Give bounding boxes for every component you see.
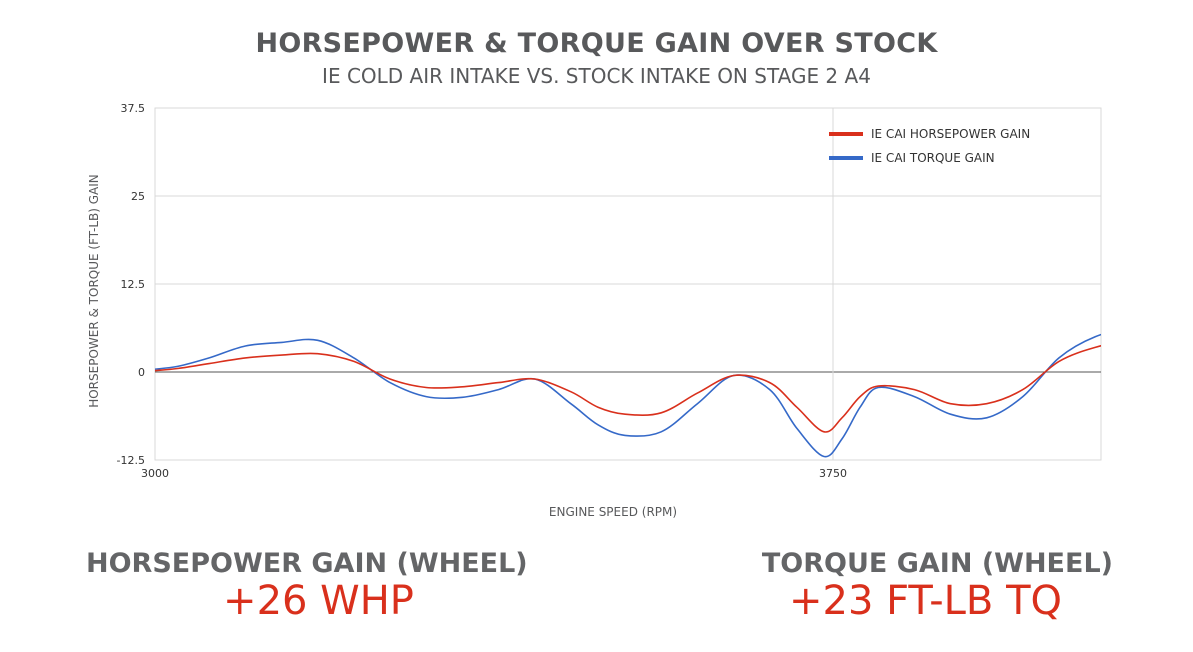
legend: IE CAI HORSEPOWER GAIN IE CAI TORQUE GAIN: [829, 127, 1030, 165]
hp-gain-value: +26 WHP: [223, 578, 414, 624]
tq-gain-line: [155, 333, 1101, 458]
y-axis-label: HORSEPOWER & TORQUE (FT-LB) GAIN: [87, 174, 101, 408]
tq-gain-value: +23 FT-LB TQ: [789, 578, 1062, 624]
y-tick-label: 37.5: [121, 102, 146, 115]
hp-gain-line: [155, 344, 1101, 433]
hp-gain-label: HORSEPOWER GAIN (WHEEL): [86, 548, 528, 579]
y-tick-label: 12.5: [121, 278, 146, 291]
y-tick-label: -12.5: [117, 454, 145, 467]
chart-subtitle: IE COLD AIR INTAKE VS. STOCK INTAKE ON S…: [322, 64, 871, 88]
chart-title: HORSEPOWER & TORQUE GAIN OVER STOCK: [255, 28, 938, 59]
y-tick-label: 25: [131, 190, 145, 203]
y-tick-label: 0: [138, 366, 145, 379]
grid-lines: [154, 107, 1102, 461]
x-tick-label: 3750: [819, 467, 847, 480]
legend-entry: IE CAI HORSEPOWER GAIN: [871, 127, 1030, 141]
series-lines: [155, 333, 1101, 458]
tq-gain-label: TORQUE GAIN (WHEEL): [761, 548, 1113, 579]
x-tick-label: 3000: [141, 467, 169, 480]
legend-entry: IE CAI TORQUE GAIN: [871, 151, 995, 165]
x-axis-label: ENGINE SPEED (RPM): [549, 505, 677, 519]
